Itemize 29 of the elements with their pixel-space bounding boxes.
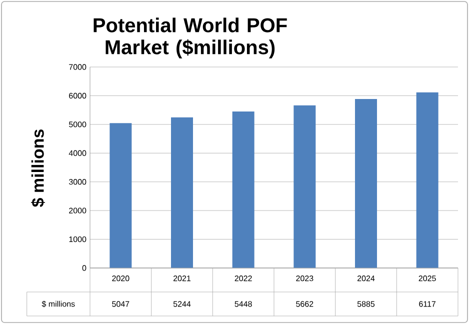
- bar: [416, 92, 438, 268]
- x-tick-label: 2022: [234, 276, 252, 282]
- data-label: 5047: [112, 301, 130, 307]
- bar: [232, 112, 254, 268]
- y-tick-label: 7000: [69, 64, 86, 70]
- bar: [171, 117, 194, 268]
- data-label: 5448: [234, 301, 252, 307]
- x-tick-label: 2020: [112, 276, 130, 282]
- bar: [354, 99, 377, 268]
- data-label: 5662: [296, 301, 314, 307]
- text: $ millions: [42, 300, 75, 308]
- y-tick-label: 5000: [68, 122, 86, 128]
- x-tick-label: 2024: [358, 276, 375, 282]
- data-label: 6117: [419, 301, 436, 307]
- y-axis-title: $ millions: [31, 129, 45, 207]
- data-label: 5885: [357, 301, 375, 307]
- y-tick-label: 4000: [68, 150, 86, 156]
- y-tick-label: 6000: [69, 92, 86, 99]
- bar: [110, 123, 132, 268]
- x-tick-label: 2025: [418, 276, 436, 282]
- y-tick-label: 2000: [69, 208, 86, 214]
- y-tick-label: 1000: [69, 236, 86, 242]
- x-tick-label: 2021: [174, 276, 191, 282]
- bar: [294, 105, 316, 268]
- y-tick-label: 3000: [68, 179, 86, 185]
- chart-title: Potential World POF Market ($millions): [94, 18, 287, 58]
- data-label: 5244: [173, 301, 191, 307]
- x-tick-label: 2023: [296, 276, 314, 282]
- y-tick-label: 0: [82, 265, 86, 271]
